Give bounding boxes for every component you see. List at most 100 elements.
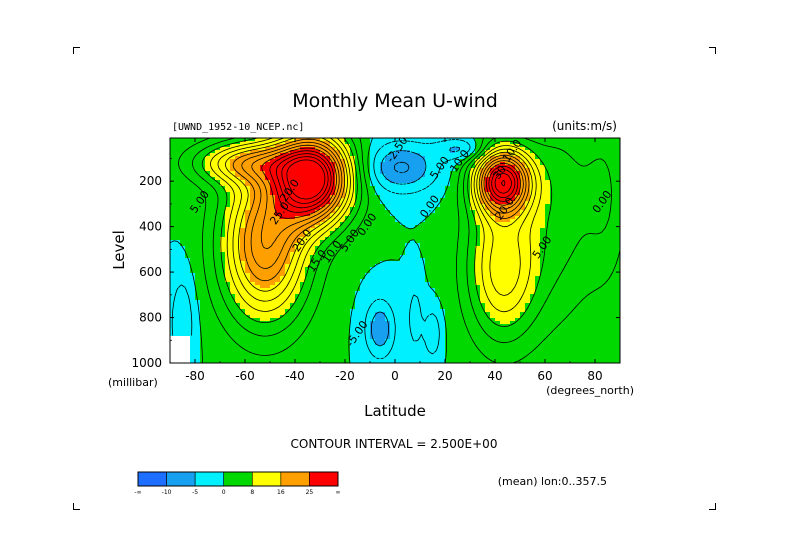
field-cell [390, 291, 396, 295]
field-cell [375, 213, 381, 217]
field-cell [415, 153, 421, 157]
field-cell [440, 144, 446, 148]
field-cell [390, 360, 396, 363]
field-cell [335, 183, 341, 187]
field-cell [210, 264, 216, 268]
field-cell [190, 168, 196, 172]
field-cell [205, 240, 211, 244]
field-cell [460, 252, 466, 256]
field-cell [340, 336, 346, 340]
field-cell [410, 141, 416, 145]
field-cell [325, 276, 331, 280]
field-cell [480, 162, 486, 166]
field-cell [435, 354, 441, 358]
field-cell [435, 309, 441, 313]
field-cell [225, 216, 231, 220]
field-cell [270, 243, 276, 247]
field-cell [405, 312, 411, 316]
field-cell [400, 270, 406, 274]
field-cell [475, 339, 481, 343]
field-cell [340, 270, 346, 274]
field-cell [285, 285, 291, 289]
field-cell [485, 156, 491, 160]
field-cell [305, 330, 311, 334]
field-cell [425, 282, 431, 286]
field-cell [430, 321, 436, 325]
field-cell [185, 291, 191, 295]
field-cell [220, 318, 226, 322]
field-cell [370, 357, 376, 361]
field-cell [230, 324, 236, 328]
field-cell [270, 330, 276, 334]
field-cell [365, 294, 371, 298]
field-cell [330, 201, 336, 205]
field-cell [250, 246, 256, 250]
field-cell [360, 246, 366, 250]
field-cell [225, 144, 231, 148]
field-cell [475, 231, 481, 235]
field-cell [425, 306, 431, 310]
field-cell [275, 294, 281, 298]
field-cell [395, 216, 401, 220]
field-cell [345, 237, 351, 241]
field-cell [375, 183, 381, 187]
field-cell [270, 318, 276, 322]
field-cell [445, 246, 451, 250]
field-cell [390, 285, 396, 289]
field-cell [365, 201, 371, 205]
field-cell [440, 357, 446, 361]
field-cell [485, 300, 491, 304]
field-cell [310, 312, 316, 316]
field-cell [390, 195, 396, 199]
field-cell [400, 351, 406, 355]
field-cell [385, 165, 391, 169]
field-cell [410, 162, 416, 166]
field-cell [355, 165, 361, 169]
field-cell [345, 351, 351, 355]
field-cell [440, 156, 446, 160]
field-cell [390, 261, 396, 265]
field-cell [315, 168, 321, 172]
field-cell [410, 177, 416, 181]
field-cell [190, 177, 196, 181]
field-cell [235, 222, 241, 226]
field-cell [185, 357, 191, 361]
field-cell [180, 276, 186, 280]
field-cell [185, 231, 191, 235]
field-cell [390, 222, 396, 226]
field-cell [440, 261, 446, 265]
field-cell [490, 321, 496, 325]
field-cell [235, 345, 241, 349]
field-cell [260, 282, 266, 286]
field-cell [365, 147, 371, 151]
field-cell [300, 315, 306, 319]
field-cell [270, 321, 276, 325]
field-cell [315, 258, 321, 262]
field-cell [430, 138, 436, 142]
field-cell [285, 345, 291, 349]
field-cell [275, 201, 281, 205]
field-cell [335, 246, 341, 250]
field-cell [335, 345, 341, 349]
field-cell [480, 240, 486, 244]
field-cell [245, 225, 251, 229]
field-cell [440, 222, 446, 226]
field-cell [410, 138, 416, 142]
field-cell [325, 267, 331, 271]
field-cell [270, 348, 276, 352]
field-cell [490, 306, 496, 310]
field-cell [485, 309, 491, 313]
field-cell [245, 306, 251, 310]
field-cell [230, 183, 236, 187]
field-cell [425, 183, 431, 187]
field-cell [205, 180, 211, 184]
field-cell [230, 213, 236, 217]
field-cell [465, 336, 471, 340]
field-cell [230, 198, 236, 202]
field-cell [435, 336, 441, 340]
field-cell [420, 342, 426, 346]
field-cell [410, 297, 416, 301]
field-cell [495, 216, 501, 220]
field-cell [300, 339, 306, 343]
field-cell [210, 165, 216, 169]
